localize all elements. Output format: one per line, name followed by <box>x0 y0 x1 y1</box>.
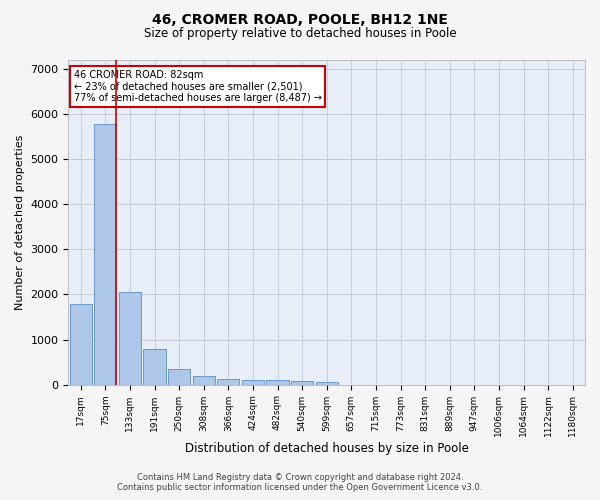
Text: Contains HM Land Registry data © Crown copyright and database right 2024.
Contai: Contains HM Land Registry data © Crown c… <box>118 473 482 492</box>
Text: 46 CROMER ROAD: 82sqm
← 23% of detached houses are smaller (2,501)
77% of semi-d: 46 CROMER ROAD: 82sqm ← 23% of detached … <box>74 70 322 103</box>
Bar <box>217 380 239 384</box>
Text: 46, CROMER ROAD, POOLE, BH12 1NE: 46, CROMER ROAD, POOLE, BH12 1NE <box>152 12 448 26</box>
Bar <box>119 292 141 384</box>
X-axis label: Distribution of detached houses by size in Poole: Distribution of detached houses by size … <box>185 442 469 455</box>
Bar <box>168 370 190 384</box>
Y-axis label: Number of detached properties: Number of detached properties <box>15 134 25 310</box>
Bar <box>242 380 264 384</box>
Bar <box>70 304 92 384</box>
Bar <box>291 381 313 384</box>
Bar <box>143 348 166 384</box>
Bar <box>266 380 289 384</box>
Bar <box>193 376 215 384</box>
Bar <box>316 382 338 384</box>
Bar <box>94 124 116 384</box>
Text: Size of property relative to detached houses in Poole: Size of property relative to detached ho… <box>143 28 457 40</box>
